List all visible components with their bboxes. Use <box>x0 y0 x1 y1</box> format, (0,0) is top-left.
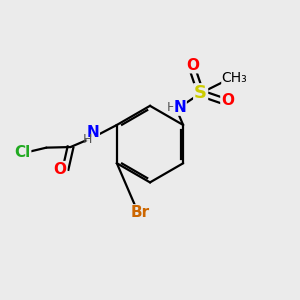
Text: H: H <box>83 133 93 146</box>
Text: O: O <box>221 93 234 108</box>
Text: N: N <box>174 100 186 116</box>
Text: Cl: Cl <box>14 146 31 160</box>
Text: Br: Br <box>131 205 150 220</box>
Text: CH₃: CH₃ <box>222 70 247 85</box>
Text: H: H <box>167 101 176 114</box>
Text: N: N <box>87 125 100 140</box>
Text: S: S <box>194 84 207 102</box>
Text: O: O <box>186 58 199 73</box>
Text: O: O <box>54 162 67 177</box>
